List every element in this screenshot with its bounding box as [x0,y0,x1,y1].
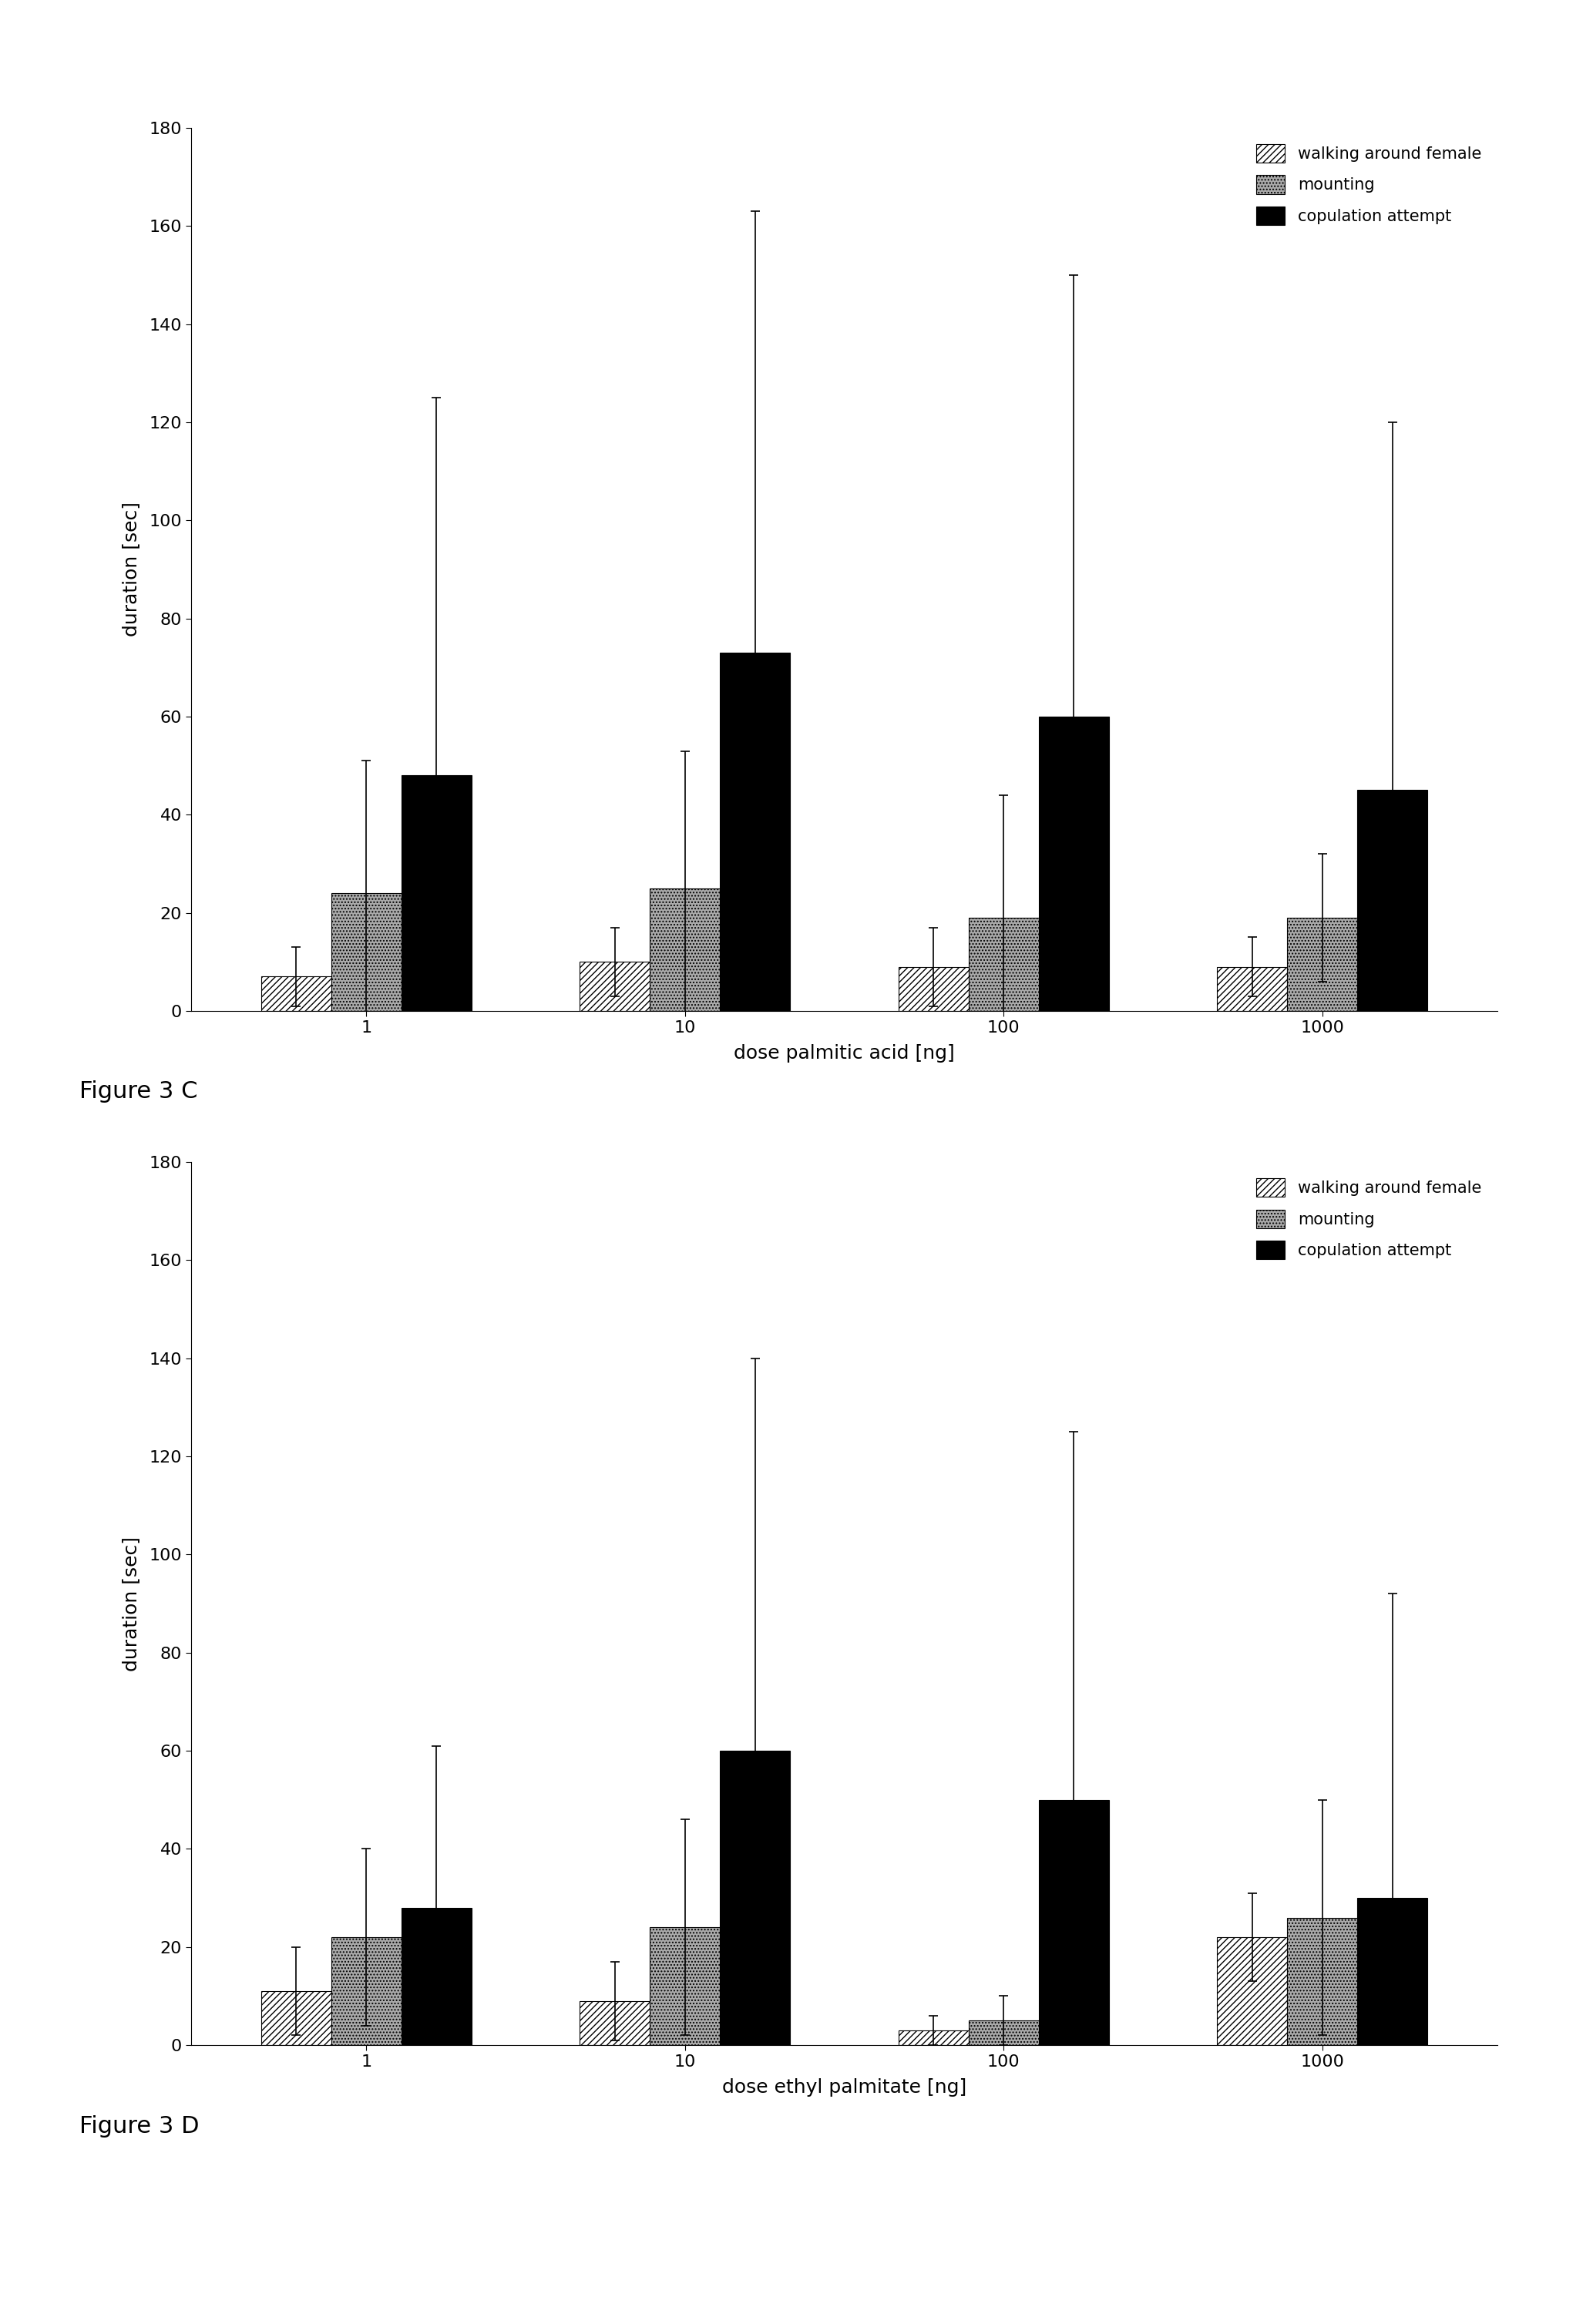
Bar [1039,716,1109,1011]
X-axis label: dose palmitic acid [ng]: dose palmitic acid [ng] [734,1043,954,1062]
Bar [580,2001,650,2045]
Bar [331,892,401,1011]
Bar [401,776,472,1011]
Bar [1357,1899,1427,2045]
Y-axis label: duration [sec]: duration [sec] [123,1536,140,1671]
Bar [969,2020,1039,2045]
Bar [1357,790,1427,1011]
Bar [261,1992,331,2045]
Bar [331,1938,401,2045]
Bar [1287,1917,1357,2045]
Legend: walking around female, mounting, copulation attempt: walking around female, mounting, copulat… [1247,135,1489,232]
Bar [969,918,1039,1011]
X-axis label: dose ethyl palmitate [ng]: dose ethyl palmitate [ng] [722,2078,967,2096]
Bar [720,653,790,1011]
Bar [898,2031,969,2045]
Y-axis label: duration [sec]: duration [sec] [123,502,140,637]
Bar [401,1908,472,2045]
Bar [1217,1938,1287,2045]
Bar [580,962,650,1011]
Bar [1287,918,1357,1011]
Bar [720,1750,790,2045]
Bar [650,888,720,1011]
Bar [1217,967,1287,1011]
Text: Figure 3 D: Figure 3 D [80,2115,199,2138]
Legend: walking around female, mounting, copulation attempt: walking around female, mounting, copulat… [1247,1169,1489,1267]
Bar [1039,1799,1109,2045]
Bar [898,967,969,1011]
Text: Figure 3 C: Figure 3 C [80,1081,198,1104]
Bar [650,1927,720,2045]
Bar [261,976,331,1011]
